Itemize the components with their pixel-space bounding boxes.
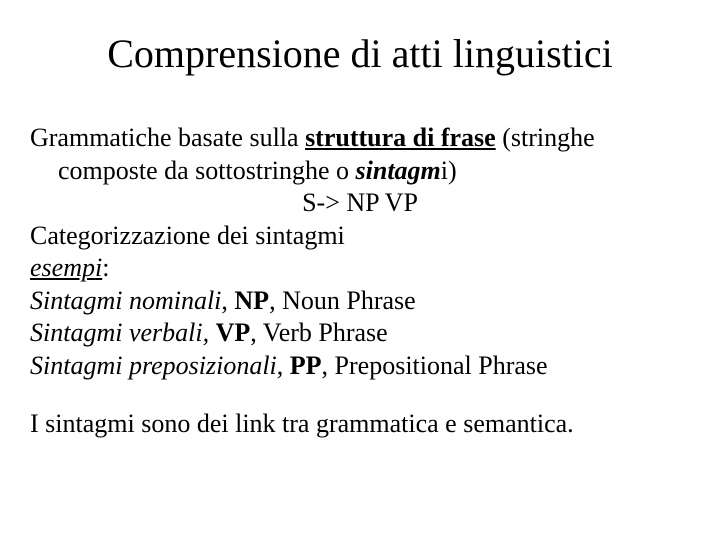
slide-title: Comprensione di atti linguistici [30, 30, 690, 77]
text: , Noun Phrase [269, 286, 416, 315]
rewrite-rule: S-> NP VP [30, 187, 690, 220]
slide-body: Grammatiche basate sulla struttura di fr… [30, 122, 690, 441]
vp: VP [216, 318, 251, 347]
pp: PP [290, 351, 322, 380]
text: : [102, 253, 109, 282]
spacer [30, 382, 690, 408]
sintagmi-verbali: Sintagmi verbali, [30, 318, 209, 347]
sintagmi-nominali: Sintagmi nominali [30, 286, 221, 315]
line-7: Sintagmi preposizionali, PP, Preposition… [30, 350, 690, 383]
text: , [221, 286, 234, 315]
text: Grammatiche basate sulla [30, 123, 305, 152]
text: , Prepositional Phrase [322, 351, 548, 380]
line-4: esempi: [30, 252, 690, 285]
line-2: composte da sottostringhe o sintagmi) [30, 155, 690, 188]
esempi-label: esempi [30, 253, 102, 282]
line-6: Sintagmi verbali, VP, Verb Phrase [30, 317, 690, 350]
phrase-structure: struttura di frase [305, 123, 496, 152]
sintagm: sintagm [356, 156, 441, 185]
text: composte da sottostringhe o [58, 156, 356, 185]
line-5: Sintagmi nominali, NP, Noun Phrase [30, 285, 690, 318]
line-1: Grammatiche basate sulla struttura di fr… [30, 122, 690, 155]
text: , [277, 351, 290, 380]
line-8: I sintagmi sono dei link tra grammatica … [30, 408, 690, 441]
line-3: Categorizzazione dei sintagmi [30, 220, 690, 253]
sintagmi-preposizionali: Sintagmi preposizionali [30, 351, 277, 380]
slide: Comprensione di atti linguistici Grammat… [0, 0, 720, 540]
np: NP [234, 286, 269, 315]
text: (stringhe [496, 123, 595, 152]
text: i) [441, 156, 457, 185]
text: , Verb Phrase [250, 318, 387, 347]
